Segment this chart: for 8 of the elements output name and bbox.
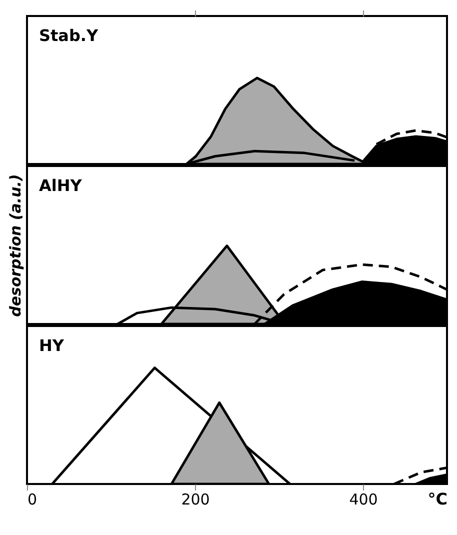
chart-title: Stab.Y [39, 26, 98, 45]
x-axis-title: °C [428, 490, 448, 508]
chart-title: AlHY [39, 176, 82, 195]
y-axis-title: desorption (a.u.) [6, 174, 24, 317]
chart-title: HY [39, 336, 64, 355]
x-tick-label: 400 [349, 490, 378, 508]
x-tick-label: 200 [181, 490, 210, 508]
x-tick-label: 0 [28, 490, 38, 508]
